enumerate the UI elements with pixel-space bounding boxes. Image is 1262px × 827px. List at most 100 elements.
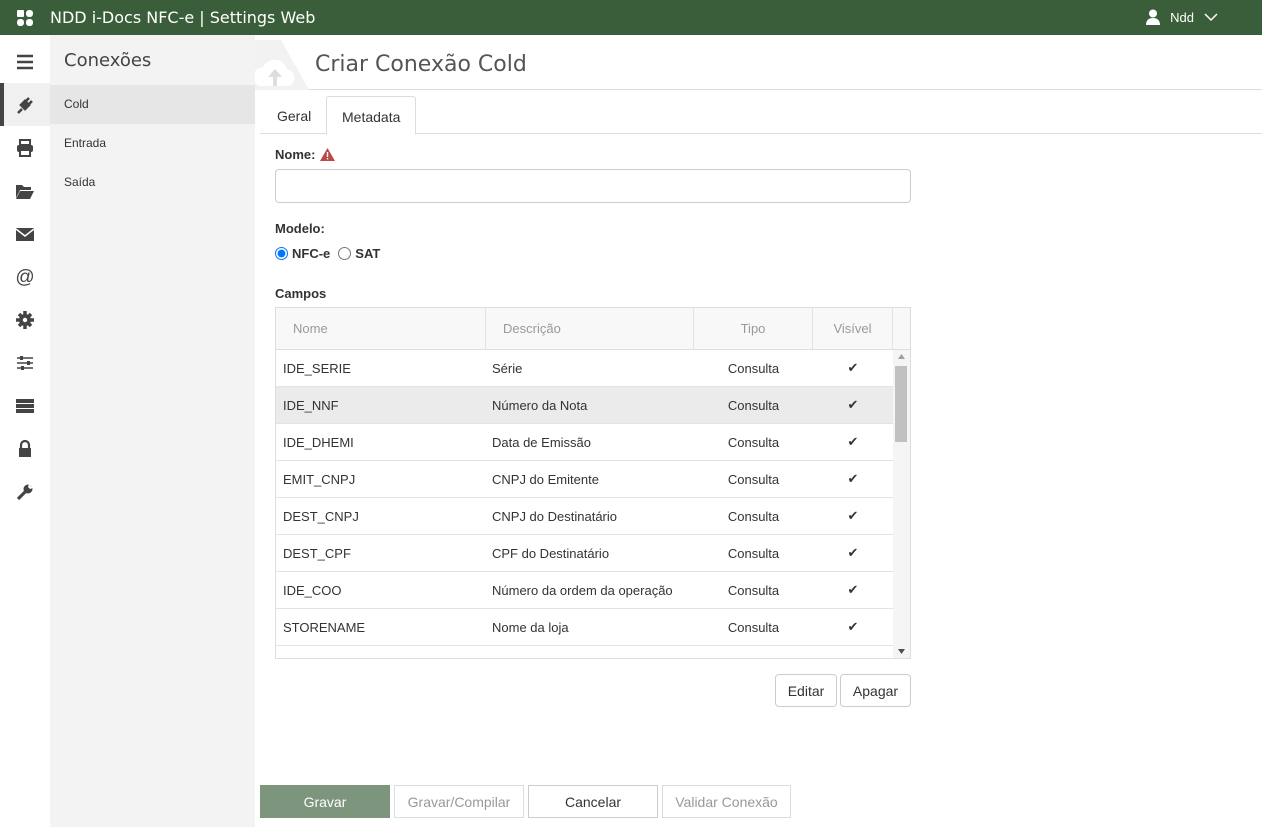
cell-tipo: Consulta [727, 471, 780, 487]
table-row[interactable]: DEST_CNPJ CNPJ do Destinatário Consulta ✔ [276, 498, 894, 535]
cell-tipo: Consulta [727, 360, 780, 376]
sliders-icon [17, 355, 33, 370]
table-row[interactable]: DEST_CPF CPF do Destinatário Consulta ✔ [276, 535, 894, 572]
cell-nome: IDE_DHEMI [283, 434, 354, 450]
table-row[interactable]: IDE_DHEMI Data de Emissão Consulta ✔ [276, 424, 894, 461]
cell-tipo: Consulta [727, 434, 780, 450]
sidebar-item-envelope[interactable] [0, 212, 50, 255]
cell-visivel-check-icon: ✔ [847, 508, 859, 523]
cell-nome: STORENAME [283, 619, 366, 635]
warning-icon [320, 148, 336, 161]
page-title: Criar Conexão Cold [315, 52, 527, 77]
sidebar-item-sliders[interactable] [0, 341, 50, 384]
table-row[interactable]: EMIT_CNPJ CNPJ do Emitente Consulta ✔ [276, 461, 894, 498]
radio-nfce-input[interactable] [275, 247, 288, 260]
nome-label: Nome: [275, 147, 336, 162]
user-name: Ndd [1170, 9, 1194, 25]
save-button[interactable]: Gravar [260, 785, 390, 818]
cell-visivel-check-icon: ✔ [847, 545, 859, 560]
chevron-down-icon [1204, 13, 1218, 22]
subnav-item-saida[interactable]: Saída [64, 175, 96, 189]
cell-visivel-check-icon: ✔ [847, 619, 859, 634]
app-grid-icon[interactable] [0, 9, 50, 27]
cell-descricao: Série [492, 360, 523, 376]
cloud-upload-icon [255, 40, 309, 90]
cell-tipo: Consulta [727, 619, 780, 635]
sidebar-item-folder-open[interactable] [0, 169, 50, 212]
campos-label: Campos [275, 286, 327, 301]
cell-descricao: Número da Nota [492, 397, 588, 413]
save-compile-button[interactable]: Gravar/Compilar [394, 785, 524, 818]
sidebar-item-at[interactable]: @ [0, 255, 50, 298]
scroll-down-icon[interactable] [898, 649, 905, 654]
app-title: NDD i-Docs NFC-e | Settings Web [50, 8, 316, 27]
printer-icon [17, 138, 33, 157]
grid-scrollbar[interactable] [893, 350, 910, 658]
table-row[interactable]: IDE_SERIE Série Consulta ✔ [276, 350, 894, 387]
folder-open-icon [16, 184, 34, 199]
user-icon [1146, 9, 1161, 25]
sidebar-item-server[interactable] [0, 384, 50, 427]
edit-button[interactable]: Editar [775, 674, 837, 707]
table-row[interactable]: IDE_COO Número da ordem da operação Consul… [276, 572, 894, 609]
subnav-item-cold[interactable]: Cold [50, 85, 255, 124]
validate-connection-button[interactable]: Validar Conexão [662, 785, 791, 818]
col-tipo[interactable]: Tipo [694, 308, 813, 349]
radio-nfce[interactable]: NFC-e [275, 246, 330, 261]
scrollbar-thumb[interactable] [895, 366, 907, 442]
radio-sat-input[interactable] [338, 247, 352, 260]
cell-tipo: Consulta [727, 582, 780, 598]
cancel-button[interactable]: Cancelar [528, 785, 658, 818]
nome-input[interactable] [275, 169, 911, 203]
cell-tipo: Consulta [727, 545, 780, 561]
tab-geral[interactable]: Geral [277, 108, 312, 124]
modelo-label: Modelo: [275, 221, 325, 236]
at-icon: @ [15, 267, 34, 287]
sidebar-item-plug[interactable] [0, 83, 50, 126]
cell-visivel-check-icon: ✔ [847, 397, 859, 412]
campos-grid: Nome Descrição Tipo Visível IDE_SERIE Sér… [275, 307, 911, 659]
col-descricao[interactable]: Descrição [486, 308, 694, 349]
tab-metadata[interactable]: Metadata [326, 96, 417, 135]
cell-nome: EMIT_CNPJ [283, 471, 356, 487]
wrench-icon [16, 483, 33, 500]
cell-tipo: Consulta [727, 397, 780, 413]
icon-sidebar: @ [0, 40, 50, 827]
cell-descricao: CNPJ do Emitente [492, 471, 599, 487]
cell-nome: DEST_CPF [283, 545, 351, 561]
cell-nome: IDE_SERIE [283, 360, 351, 376]
cell-nome: IDE_NNF [283, 397, 339, 413]
radio-sat-label: SAT [355, 246, 381, 261]
lock-icon [19, 439, 31, 457]
user-menu[interactable]: Ndd [1146, 9, 1218, 25]
delete-button[interactable]: Apagar [840, 674, 911, 707]
cell-descricao: Nome da loja [492, 619, 569, 635]
scroll-up-icon[interactable] [898, 354, 905, 359]
col-visivel[interactable]: Visível [813, 308, 893, 349]
table-row[interactable]: STORENAME Nome da loja Consulta ✔ [276, 609, 894, 646]
cell-visivel-check-icon: ✔ [847, 582, 859, 597]
table-row[interactable]: IDE_NNF Número da Nota Consulta ✔ [276, 387, 894, 424]
cell-descricao: Data de Emissão [492, 434, 591, 450]
sidebar-item-printer[interactable] [0, 126, 50, 169]
sidebar-item-lock[interactable] [0, 427, 50, 470]
sidebar-item-gear[interactable] [0, 298, 50, 341]
sub-navigation: Conexões Cold Entrada Saída [50, 35, 255, 827]
radio-sat[interactable]: SAT [338, 246, 380, 261]
plug-icon [17, 96, 33, 114]
cell-visivel-check-icon: ✔ [847, 360, 859, 375]
gear-icon [16, 310, 34, 329]
menu-icon [17, 54, 33, 69]
svg-text:@: @ [15, 267, 34, 287]
main-content: Criar Conexão Cold Geral Metadata Nome: … [255, 40, 1262, 827]
cell-visivel-check-icon: ✔ [847, 471, 859, 486]
grid-header: Nome Descrição Tipo Visível [276, 308, 910, 350]
sidebar-item-menu[interactable] [0, 40, 50, 83]
subnav-title: Conexões [64, 50, 152, 71]
sidebar-item-wrench[interactable] [0, 470, 50, 513]
subnav-item-entrada[interactable]: Entrada [64, 136, 107, 150]
cell-tipo: Consulta [727, 508, 780, 524]
cell-descricao: CPF do Destinatário [492, 545, 610, 561]
col-nome[interactable]: Nome [276, 308, 486, 349]
cell-nome: IDE_COO [283, 582, 342, 598]
